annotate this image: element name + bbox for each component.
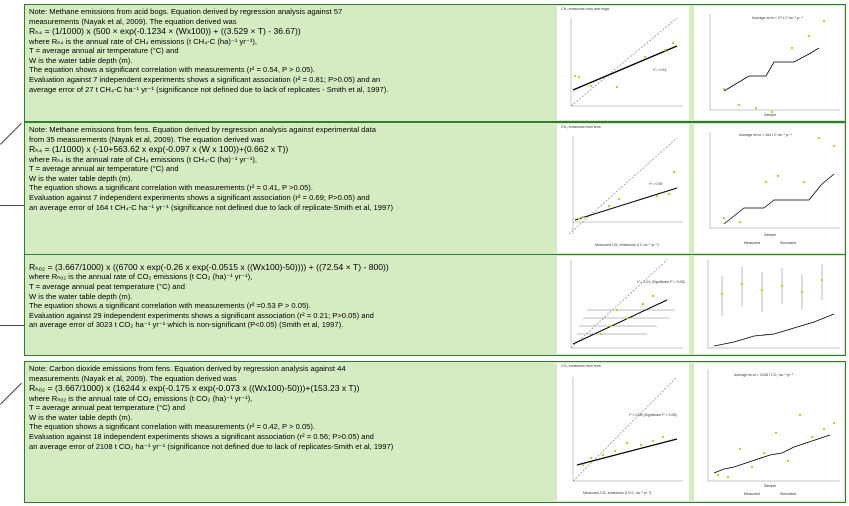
- leader-line: [0, 382, 22, 405]
- note-line: W is the water table depth (m).: [29, 173, 133, 183]
- chart-ch4-bogs-line: Average error = 27 t C ha⁻¹ yr⁻¹ Sample: [694, 6, 844, 120]
- scatter-plot: [570, 259, 683, 349]
- equation: Rₕ₄ = (1/1000) x (-10+563.62 x exp(-0.09…: [29, 144, 289, 155]
- note-line: average error of 27 t CH₄-C ha⁻¹ yr⁻¹ (s…: [29, 84, 389, 94]
- leader-line: [0, 122, 22, 145]
- equation: Rₕ₄ = (1/1000) x (500 × exp(-0.1234 × (W…: [29, 26, 301, 37]
- note-line: where Rₕₒ₂ is the annual rate of CO₂ emi…: [29, 393, 253, 403]
- chart-annotation: Average error = 27 t C ha⁻¹ yr⁻¹: [752, 16, 803, 20]
- chart-xlabel: Measured CH₄ emissions (t C ha⁻¹ yr⁻¹): [595, 243, 659, 247]
- chart-title: CH₄ emissions from acid bogs: [561, 7, 610, 11]
- legend-simulated: Simulated: [780, 492, 796, 496]
- chart-xlabel: Measured CO₂ emissions (t CO₂ ha⁻¹ yr⁻¹): [583, 491, 652, 495]
- note-line: an average error of 2108 t CO₂ ha⁻¹ yr⁻¹…: [29, 441, 394, 451]
- scatter-plot: [572, 376, 683, 482]
- chart-co2-fens-line: Average error = 2108 t CO₂ ha⁻¹ yr⁻¹ Sam…: [694, 363, 844, 501]
- equation: Rₕₒ₂ = (3.667/1000) x ((6700 x exp(-0.26…: [29, 262, 389, 272]
- note-line: where Rₕ₄ is the annual rate of CH₄ emis…: [29, 36, 258, 46]
- chart-ch4-fens-line: Average error = 164 t C ha⁻¹ yr⁻¹ Sample…: [694, 124, 844, 253]
- chart-xlabel: Sample: [764, 113, 777, 117]
- chart-title: CO₂ emissions from fens: [561, 364, 601, 368]
- legend-measured: Measured: [744, 241, 760, 245]
- note-line: The equation shows a significant correla…: [29, 301, 311, 311]
- chart-xlabel: Sample: [764, 233, 777, 237]
- note-line: T = average annual peat temperature (°C)…: [29, 403, 185, 413]
- note-line: The equation shows a significant correla…: [29, 183, 313, 193]
- note-line: from 35 measurements (Nayak et al, 2009)…: [29, 134, 265, 144]
- chart-annotation: Average error = 2108 t CO₂ ha⁻¹ yr⁻¹: [734, 373, 793, 377]
- note-line: W is the water table depth (m).: [29, 412, 133, 422]
- chart-annotation: Average error = 164 t C ha⁻¹ yr⁻¹: [739, 133, 792, 137]
- chart-note: r² = 0.81: [653, 68, 667, 72]
- note-line: where Rₕₒ₂ is the annual rate of CO₂ emi…: [29, 272, 253, 282]
- note-line: Note: Carbon dioxide emissions from fens…: [29, 364, 346, 373]
- note-line: measurements (Nayak et al, 2009). The eq…: [29, 16, 237, 26]
- line-plot: [709, 132, 840, 229]
- chart-co2-fens-scatter: CO₂ emissions from fens r² = 0.56 (Signi…: [557, 363, 689, 501]
- note-line: W is the water table depth (m).: [29, 55, 133, 65]
- note-line: an average error of 164 t CH₄-C ha⁻¹ yr⁻…: [29, 202, 393, 212]
- note-line: The equation shows a significant correla…: [29, 65, 316, 75]
- line-plot: [707, 369, 840, 482]
- leader-line: [0, 325, 26, 326]
- scatter-plot: [568, 136, 683, 235]
- scatter-plot: [570, 17, 683, 107]
- chart-xlabel: Sample: [764, 484, 777, 488]
- note-line: Evaluation against 18 independent experi…: [29, 431, 374, 441]
- line-plot: [707, 260, 840, 349]
- leader-line: [0, 205, 26, 206]
- chart-note: r² = 0.56 (Significant P < 0.05): [629, 413, 677, 417]
- chart-note: r² = 0.69: [649, 182, 663, 186]
- note-line: Evaluation against 7 independent experim…: [29, 192, 370, 202]
- chart-note: r² = 0.21 (Significant P < 0.05): [637, 280, 685, 284]
- note-line: where Rₕ₄ is the annual rate of CH₄ emis…: [29, 154, 258, 164]
- note-line: The equation shows a significant correla…: [29, 422, 316, 432]
- note-line: T = average annual air temperature (°C) …: [29, 164, 179, 174]
- chart-co2-bogs-scatter: r² = 0.21 (Significant P < 0.05): [557, 256, 689, 354]
- chart-title: CH₄ emissions from fens: [561, 125, 601, 129]
- chart-ch4-bogs-scatter: CH₄ emissions from acid bogs r² = 0.81: [557, 6, 689, 120]
- note-line: Note: Methane emissions from acid bogs. …: [29, 7, 343, 16]
- legend-simulated: Simulated: [780, 241, 796, 245]
- legend-measured: Measured: [744, 492, 760, 496]
- line-plot: [709, 14, 840, 114]
- note-line: an average error of 3023 t CO₂ ha⁻¹ yr⁻¹…: [29, 320, 344, 330]
- note-line: Evaluation against 7 independent experim…: [29, 74, 381, 84]
- note-line: T = average annual air temperature (°C) …: [29, 46, 179, 56]
- chart-co2-bogs-line: [694, 256, 844, 354]
- note-line: Note: Methane emissions from fens. Equat…: [29, 125, 376, 134]
- equation: Rₕₒ₂ = (3.667/1000) x (16244 x exp(-0.17…: [29, 383, 360, 394]
- note-line: measurements (Nayak et al, 2009). The eq…: [29, 373, 237, 383]
- note-line: W is the water table depth (m).: [29, 291, 133, 301]
- note-line: T = average annual peat temperature (°C)…: [29, 282, 185, 291]
- chart-ch4-fens-scatter: CH₄ emissions from fens r² = 0.69 Measur…: [557, 124, 689, 253]
- note-line: Evaluation against 29 independent experi…: [29, 310, 374, 320]
